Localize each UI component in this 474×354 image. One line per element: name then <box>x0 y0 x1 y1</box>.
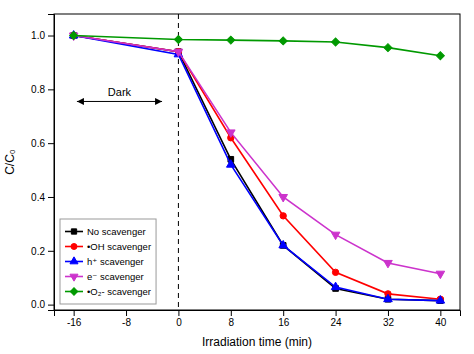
y-tick: 0.2 <box>31 246 54 257</box>
legend-item: No scavenger <box>65 226 146 237</box>
data-point <box>279 240 288 247</box>
data-point <box>332 38 340 46</box>
series-line <box>74 36 441 300</box>
data-point <box>436 52 444 60</box>
y-tick-label: 1.0 <box>31 30 45 41</box>
data-point <box>227 130 236 137</box>
x-tick: 0 <box>176 310 182 328</box>
x-tick-label: 8 <box>229 317 235 328</box>
x-tick-mark <box>74 310 75 316</box>
data-point <box>436 296 445 303</box>
x-axis: -16 -8 0 8 16 24 32 40 <box>55 310 461 328</box>
legend-label: e⁻ scavenger <box>87 271 144 282</box>
x-axis-title: Irradiation time (min) <box>202 335 312 349</box>
legend-item: h⁺ scavenger <box>65 256 144 267</box>
legend-label: No scavenger <box>87 226 146 237</box>
legend-marker <box>71 244 77 250</box>
x-axis-line <box>55 311 461 317</box>
x-tick-mark <box>440 310 441 316</box>
plot-frame <box>54 14 460 310</box>
x-tick: 24 <box>331 310 343 328</box>
chart: -16 -8 0 8 16 24 32 40 0.0 0.2 0.4 0.6 0.8 1.0 Irradia… <box>0 0 474 354</box>
series-line <box>74 36 441 301</box>
data-point <box>384 44 392 52</box>
y-tick-mark <box>48 89 54 90</box>
annotation-arrow <box>77 101 162 102</box>
data-point <box>280 213 286 219</box>
y-tick-mark <box>48 305 54 306</box>
legend-marker <box>70 274 78 281</box>
x-tick-label: 16 <box>278 317 290 328</box>
x-tick: 40 <box>435 310 447 328</box>
data-point <box>331 282 340 289</box>
x-tick-label: 24 <box>331 317 343 328</box>
y-tick: 0.4 <box>31 192 54 203</box>
y-tick: 0.0 <box>31 299 54 310</box>
y-tick: 0.6 <box>31 138 54 149</box>
x-tick-label: -16 <box>67 317 82 328</box>
x-tick-label: 32 <box>383 317 395 328</box>
legend-label: h⁺ scavenger <box>87 256 144 267</box>
data-point <box>279 194 288 201</box>
x-tick: 16 <box>278 310 290 328</box>
y-tick-mark <box>48 143 54 144</box>
x-tick: 8 <box>229 310 235 328</box>
data-point <box>279 37 287 45</box>
data-point <box>70 32 76 38</box>
legend-marker <box>71 229 76 234</box>
series-line <box>74 36 441 301</box>
data-point <box>227 160 236 167</box>
data-point <box>384 294 393 301</box>
data-point <box>331 232 340 239</box>
y-tick-label: 0.8 <box>31 84 45 95</box>
x-tick-mark <box>231 310 232 316</box>
legend-item: •O₂- scavenger <box>65 286 151 297</box>
x-tick-label: -8 <box>122 317 131 328</box>
legend-box <box>60 219 156 304</box>
x-tick-mark <box>336 310 337 316</box>
x-tick: -16 <box>67 310 82 328</box>
data-point <box>436 271 445 278</box>
x-tick-mark <box>388 310 389 316</box>
y-tick-label: 0.2 <box>31 246 45 257</box>
x-tick-label: 0 <box>176 317 182 328</box>
x-tick-mark <box>178 310 179 316</box>
legend-marker <box>70 257 78 264</box>
legend-label: •OH scavenger <box>87 241 151 252</box>
x-tick: 32 <box>383 310 395 328</box>
y-axis-title: C/C₀ <box>3 149 17 175</box>
data-point <box>227 36 235 44</box>
y-tick-mark <box>48 197 54 198</box>
data-point <box>332 269 338 275</box>
data-point <box>174 36 182 44</box>
series-line <box>74 36 441 56</box>
x-tick-label: 40 <box>435 317 447 328</box>
plot-area <box>69 14 444 310</box>
x-tick-mark <box>126 310 127 316</box>
reference-line <box>178 14 179 310</box>
legend: No scavenger •OH scavenger h⁺ scavenger e⁻ … <box>60 219 156 304</box>
legend-label: •O₂- scavenger <box>87 286 151 297</box>
y-tick: 1.0 <box>31 30 54 41</box>
y-tick-label: 0.0 <box>31 299 45 310</box>
data-point <box>384 260 393 267</box>
y-axis: 0.0 0.2 0.4 0.6 0.8 1.0 <box>31 15 54 311</box>
annotation-text: Dark <box>108 86 132 98</box>
x-tick-mark <box>283 310 284 316</box>
legend-item: •OH scavenger <box>65 241 151 252</box>
y-tick-label: 0.6 <box>31 138 45 149</box>
data-point <box>70 32 78 40</box>
y-axis-line <box>48 15 55 311</box>
y-tick-mark <box>48 251 54 252</box>
y-tick-mark <box>48 36 54 37</box>
legend-marker <box>70 288 77 295</box>
data-point <box>174 49 183 56</box>
x-tick: -8 <box>122 310 131 328</box>
legend-item: e⁻ scavenger <box>65 271 144 282</box>
y-tick-label: 0.4 <box>31 192 45 203</box>
y-tick: 0.8 <box>31 84 54 95</box>
